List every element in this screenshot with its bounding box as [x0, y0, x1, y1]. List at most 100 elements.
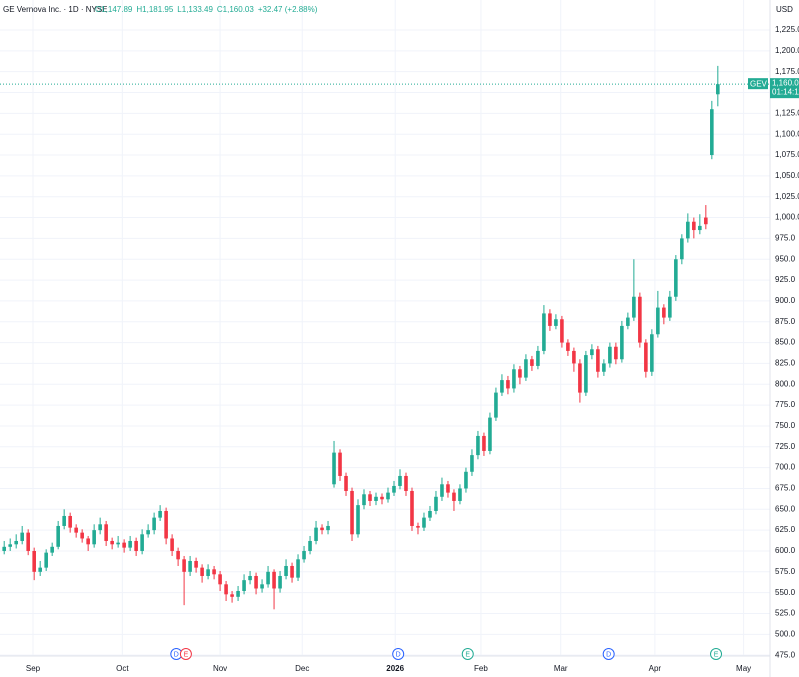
candle-body — [104, 524, 108, 541]
y-tick-label: 1,100.0 — [775, 129, 799, 138]
candle-body — [284, 565, 288, 576]
price-tag-text: 1,160.03 — [772, 78, 799, 87]
candle-body — [692, 221, 696, 231]
candle-body — [200, 567, 204, 576]
candle-body — [242, 580, 246, 591]
event-marker — [179, 648, 192, 660]
candle-body — [320, 527, 324, 531]
currency: USD — [776, 5, 793, 14]
candle-body — [122, 542, 126, 548]
candle-body — [674, 259, 678, 297]
candle-body — [530, 359, 534, 366]
candle-body — [614, 346, 618, 360]
x-tick-label: May — [736, 664, 751, 673]
y-tick-label: 1,175.0 — [775, 67, 799, 76]
candle-body — [296, 559, 300, 578]
x-tick-label: Mar — [554, 664, 568, 673]
y-tick-label: 1,225.0 — [775, 25, 799, 34]
y-tick-label: 700.0 — [775, 463, 796, 472]
event-label: D — [174, 651, 179, 658]
y-tick-label: 575.0 — [775, 567, 796, 576]
y-tick-label: 500.0 — [775, 629, 796, 638]
ohlc-legend: L1,133.49 — [177, 5, 213, 14]
candle-body — [644, 342, 648, 372]
candle-body — [266, 571, 270, 585]
candle-body — [356, 505, 360, 535]
candle-body — [278, 575, 282, 589]
y-tick-label: 975.0 — [775, 234, 796, 243]
candle-body — [398, 475, 402, 486]
candle-body — [404, 475, 408, 491]
candle-body — [548, 313, 552, 326]
event-label: E — [465, 651, 470, 658]
candle-body — [98, 524, 102, 531]
candle-body — [524, 359, 528, 378]
candle-body — [86, 538, 90, 545]
candle-body — [176, 550, 180, 560]
candle-body — [152, 517, 156, 531]
candle-body — [308, 540, 312, 551]
candle-body — [2, 546, 6, 551]
candle-body — [410, 490, 414, 526]
candle-body — [560, 319, 564, 343]
symbol-tag — [748, 78, 768, 90]
candle-body — [704, 217, 708, 225]
candle-body — [44, 552, 48, 568]
y-tick-label: 1,200.0 — [775, 46, 799, 55]
candle-body — [68, 515, 72, 528]
candle-body — [452, 492, 456, 501]
candle-body — [506, 380, 510, 389]
candle-body — [494, 392, 498, 418]
y-tick-label: 1,050.0 — [775, 171, 799, 180]
candle-body — [578, 363, 582, 393]
candle-body — [362, 494, 366, 506]
candle-body — [50, 546, 54, 553]
y-tick-label: 850.0 — [775, 338, 796, 347]
candle-body — [650, 334, 654, 372]
candle-body — [482, 435, 486, 451]
candle-body — [416, 525, 420, 528]
candle-body — [434, 496, 438, 511]
ohlc-legend: H1,181.95 — [136, 5, 173, 14]
candle-body — [164, 510, 168, 539]
candle-body — [140, 534, 144, 551]
candle-body — [344, 475, 348, 491]
event-marker — [461, 648, 474, 660]
candle-body — [536, 350, 540, 366]
ohlc-legend: O1,147.89 — [95, 5, 133, 14]
symbol-tag-text: GEV — [750, 79, 768, 88]
grid — [0, 0, 770, 656]
x-tick-label: Dec — [295, 664, 309, 673]
y-tick-label: 475.0 — [775, 650, 796, 659]
candle-body — [656, 307, 660, 335]
candle-body — [38, 567, 42, 572]
candle-body — [26, 532, 30, 551]
candle-body — [254, 575, 258, 589]
candle-body — [488, 417, 492, 451]
candle-body — [302, 550, 306, 560]
y-tick-label: 550.0 — [775, 588, 796, 597]
candle-body — [338, 452, 342, 476]
candle-body — [212, 569, 216, 575]
candle-body — [500, 380, 504, 393]
candle-body — [8, 544, 12, 547]
candle-body — [428, 510, 432, 518]
event-marker — [392, 648, 405, 660]
candle-body — [206, 569, 210, 576]
candle-body — [554, 319, 558, 326]
candle-body — [158, 510, 162, 518]
candle-body — [332, 452, 336, 485]
ohlc-legend: C1,160.03 — [217, 5, 254, 14]
y-tick-label: 725.0 — [775, 442, 796, 451]
candle-body — [686, 221, 690, 239]
candle-body — [632, 296, 636, 318]
chart-title: GE Vernova Inc. · 1D · NYSE — [3, 5, 107, 14]
event-label: E — [714, 651, 719, 658]
candle-body — [542, 313, 546, 351]
candle-body — [380, 496, 384, 500]
candle-body — [680, 238, 684, 260]
candle-body — [392, 485, 396, 493]
candle-body — [584, 355, 588, 393]
